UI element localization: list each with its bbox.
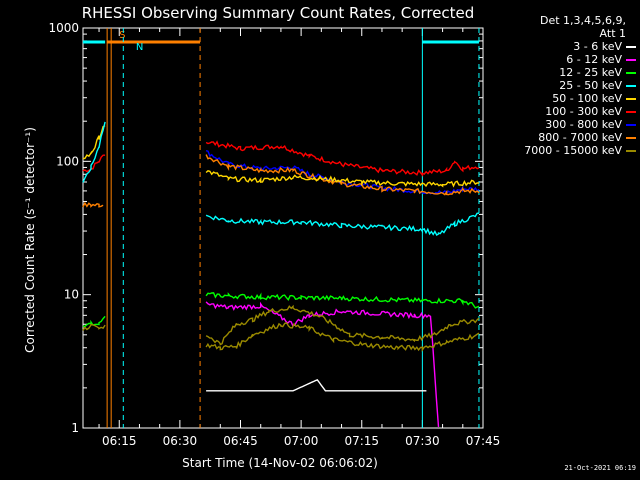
x-tick-label: 07:45 bbox=[466, 434, 501, 448]
series-line-0 bbox=[206, 378, 427, 392]
x-tick-label: 07:15 bbox=[344, 434, 379, 448]
legend-rows: 3 - 6 keV 6 - 12 keV 12 - 25 keV 25 - 50 ke… bbox=[486, 40, 636, 157]
series-line-2 bbox=[205, 292, 480, 309]
chart-title: RHESSI Observing Summary Count Rates, Co… bbox=[82, 4, 475, 22]
legend-label: 800 - 7000 keV bbox=[538, 131, 622, 144]
legend-label: 50 - 100 keV bbox=[552, 92, 622, 105]
x-tick-label: 07:00 bbox=[284, 434, 319, 448]
legend-item: 800 - 7000 keV bbox=[486, 131, 636, 144]
y-axis-label: Corrected Count Rate (s⁻¹ detector⁻¹) bbox=[23, 127, 37, 353]
plot-frame bbox=[82, 27, 484, 429]
series-line-7 bbox=[205, 154, 480, 196]
series-line-4 bbox=[205, 170, 479, 188]
legend-item: 25 - 50 keV bbox=[486, 79, 636, 92]
legend-item: 3 - 6 keV bbox=[486, 40, 636, 53]
x-tick-label: 06:30 bbox=[163, 434, 198, 448]
y-tick-label: 100 bbox=[56, 154, 79, 168]
flag-label: N bbox=[136, 42, 143, 53]
legend-swatch bbox=[626, 45, 636, 48]
series-line-5 bbox=[82, 154, 106, 173]
legend-item: 50 - 100 keV bbox=[486, 92, 636, 105]
series-lines bbox=[82, 121, 480, 427]
legend: Det 1,3,4,5,6,9, Att 1 3 - 6 keV 6 - 12 k… bbox=[486, 14, 636, 157]
y-tick-label: 10 bbox=[64, 288, 79, 302]
legend-label: 3 - 6 keV bbox=[573, 40, 622, 53]
series-line-4 bbox=[82, 124, 106, 160]
series-line-8 bbox=[205, 304, 480, 346]
series-line-8 bbox=[205, 321, 480, 352]
series-line-7 bbox=[82, 201, 104, 208]
legend-label: 100 - 300 keV bbox=[545, 105, 622, 118]
legend-swatch bbox=[626, 71, 636, 74]
flag-label: S bbox=[119, 30, 125, 41]
legend-label: 300 - 800 keV bbox=[545, 118, 622, 131]
x-tick-label: 07:30 bbox=[405, 434, 440, 448]
legend-swatch bbox=[626, 123, 636, 126]
legend-swatch bbox=[626, 136, 636, 139]
axes: 1 10 100 1000 06:15 06:30 06:45 07:00 07:15 07:30… bbox=[48, 21, 500, 448]
series-line-8 bbox=[82, 323, 106, 331]
legend-label: 12 - 25 keV bbox=[559, 66, 622, 79]
legend-header-line-2: Att 1 bbox=[599, 27, 626, 40]
overlays: SN bbox=[82, 28, 480, 428]
series-line-3 bbox=[205, 212, 480, 236]
legend-swatch bbox=[626, 84, 636, 87]
x-tick-label: 06:15 bbox=[102, 434, 137, 448]
legend-swatch bbox=[626, 58, 636, 61]
legend-swatch bbox=[626, 97, 636, 100]
legend-item: 12 - 25 keV bbox=[486, 66, 636, 79]
series-line-3 bbox=[82, 121, 106, 183]
legend-item: 7000 - 15000 keV bbox=[486, 144, 636, 157]
legend-label: 7000 - 15000 keV bbox=[524, 144, 622, 157]
timestamp: 21-Oct-2021 06:19 bbox=[564, 464, 636, 472]
legend-item: 100 - 300 keV bbox=[486, 105, 636, 118]
legend-header-line-1: Det 1,3,4,5,6,9, bbox=[539, 14, 626, 27]
legend-swatch bbox=[626, 149, 636, 152]
y-tick-label: 1000 bbox=[48, 21, 79, 35]
legend-label: 6 - 12 keV bbox=[566, 53, 622, 66]
x-axis-label: Start Time (14-Nov-02 06:06:02) bbox=[182, 456, 378, 470]
legend-item: 300 - 800 keV bbox=[486, 118, 636, 131]
series-line-5 bbox=[205, 140, 480, 177]
x-tick-label: 06:45 bbox=[223, 434, 258, 448]
legend-item: 6 - 12 keV bbox=[486, 53, 636, 66]
legend-swatch bbox=[626, 110, 636, 113]
legend-label: 25 - 50 keV bbox=[559, 79, 622, 92]
y-tick-label: 1 bbox=[71, 421, 79, 435]
